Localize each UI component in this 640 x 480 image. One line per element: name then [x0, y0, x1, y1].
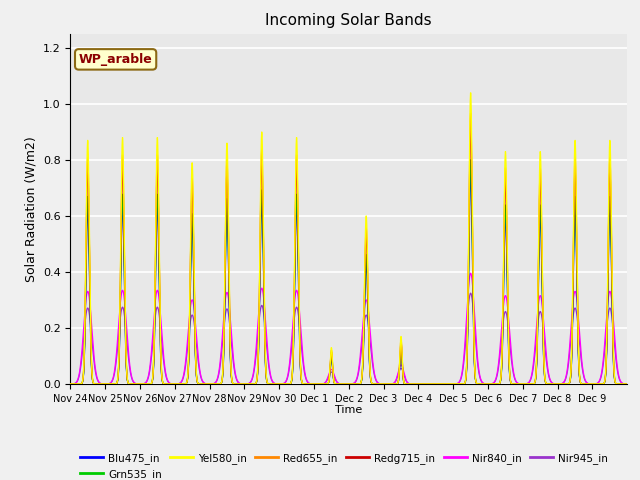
Grn535_in [623, 381, 631, 387]
Yel580_in [467, 90, 474, 96]
Redg715_in [180, 381, 188, 387]
Grn535_in [467, 157, 474, 163]
Y-axis label: Solar Radiation (W/m2): Solar Radiation (W/m2) [24, 136, 37, 282]
Red655_in [467, 110, 474, 116]
Blu475_in [415, 381, 422, 387]
Line: Nir945_in: Nir945_in [70, 293, 627, 384]
Red655_in [420, 381, 428, 387]
Grn535_in [618, 381, 625, 387]
Redg715_in [623, 381, 631, 387]
Nir945_in [467, 290, 474, 296]
Blu475_in [467, 171, 474, 177]
Redg715_in [415, 381, 422, 387]
Yel580_in [505, 353, 513, 359]
Line: Nir840_in: Nir840_in [70, 273, 627, 384]
Red655_in [67, 381, 74, 387]
Nir945_in [180, 370, 188, 376]
Grn535_in [470, 324, 477, 330]
Blu475_in [539, 305, 547, 311]
Nir840_in [539, 305, 547, 311]
Blu475_in [180, 381, 188, 387]
Blu475_in [505, 361, 513, 367]
Red655_in [415, 381, 422, 387]
Redg715_in [467, 125, 474, 131]
Grn535_in [539, 300, 547, 305]
Blu475_in [67, 381, 74, 387]
Nir945_in [623, 381, 631, 387]
Legend: Blu475_in, Grn535_in, Yel580_in, Red655_in, Redg715_in, Nir840_in, Nir945_in: Blu475_in, Grn535_in, Yel580_in, Red655_… [76, 448, 612, 480]
Red655_in [539, 283, 547, 288]
Title: Incoming Solar Bands: Incoming Solar Bands [266, 13, 432, 28]
Blu475_in [618, 381, 625, 387]
Nir945_in [539, 318, 547, 324]
Grn535_in [415, 381, 422, 387]
Nir840_in [415, 381, 422, 387]
Nir945_in [505, 332, 513, 338]
Redg715_in [539, 288, 547, 294]
Line: Yel580_in: Yel580_in [70, 93, 627, 384]
Grn535_in [180, 381, 188, 387]
Nir945_in [67, 381, 74, 387]
Blu475_in [470, 328, 477, 334]
Nir840_in [180, 368, 188, 373]
Red655_in [618, 381, 625, 387]
Nir945_in [415, 381, 422, 387]
X-axis label: Time: Time [335, 405, 362, 415]
Line: Grn535_in: Grn535_in [70, 160, 627, 384]
Yel580_in [180, 381, 188, 387]
Yel580_in [67, 381, 74, 387]
Nir840_in [420, 381, 428, 387]
Yel580_in [539, 276, 547, 281]
Yel580_in [618, 381, 625, 387]
Nir945_in [470, 311, 477, 316]
Line: Blu475_in: Blu475_in [70, 174, 627, 384]
Redg715_in [420, 381, 428, 387]
Redg715_in [470, 316, 477, 322]
Grn535_in [420, 381, 428, 387]
Line: Red655_in: Red655_in [70, 113, 627, 384]
Yel580_in [623, 381, 631, 387]
Red655_in [505, 355, 513, 361]
Nir840_in [467, 270, 474, 276]
Grn535_in [505, 360, 513, 365]
Blu475_in [420, 381, 428, 387]
Yel580_in [420, 381, 428, 387]
Nir840_in [505, 321, 513, 327]
Redg715_in [505, 357, 513, 362]
Nir945_in [420, 381, 428, 387]
Text: WP_arable: WP_arable [79, 53, 152, 66]
Redg715_in [618, 381, 625, 387]
Nir945_in [618, 380, 625, 385]
Red655_in [470, 312, 477, 318]
Nir840_in [623, 381, 631, 387]
Yel580_in [415, 381, 422, 387]
Yel580_in [470, 307, 477, 313]
Grn535_in [67, 381, 74, 387]
Red655_in [180, 381, 188, 387]
Redg715_in [67, 381, 74, 387]
Line: Redg715_in: Redg715_in [70, 128, 627, 384]
Nir840_in [618, 379, 625, 385]
Nir840_in [67, 381, 74, 387]
Blu475_in [623, 381, 631, 387]
Red655_in [623, 381, 631, 387]
Nir840_in [470, 295, 477, 301]
